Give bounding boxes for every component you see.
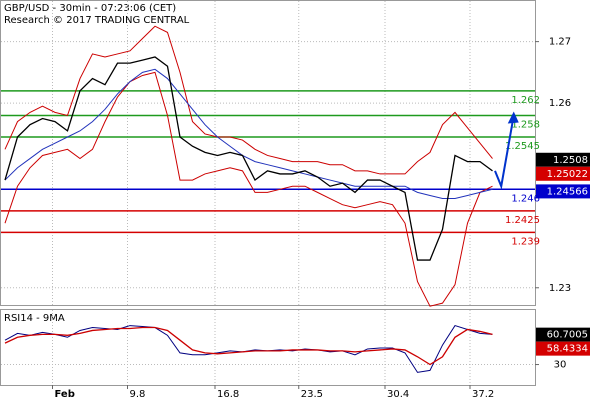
price-tag-label: 60.7005 [547,330,588,341]
chart-title: GBP/USD - 30min - 07:23:06 (CET) [4,3,176,14]
price-line [4,68,493,200]
price-tag-label: 1.25022 [547,169,588,180]
level-label: 1.262 [511,95,540,106]
main-frame [0,0,536,306]
price-line [4,71,493,307]
level-label: 1.258 [511,119,540,130]
x-tick-label: 37.2 [472,389,494,400]
rsi-line [4,326,493,366]
y-tick-label: 1.26 [549,98,571,109]
price-tag-label: 1.24566 [547,186,588,197]
level-label: 1.2545 [505,141,540,152]
chart-subtitle: Research © 2017 TRADING CENTRAL [4,15,190,26]
level-label: 1.239 [511,236,540,247]
level-label: 1.246 [511,193,540,204]
y-tick-label: 30 [554,360,567,371]
price-tag [536,341,590,356]
price-line [4,56,493,261]
price-tag [536,327,590,342]
x-tick-label: 30.4 [387,389,409,400]
rsi-frame [0,309,536,386]
price-tag [536,166,590,181]
x-tick-label: 9.8 [130,389,146,400]
forecast-line [494,115,515,190]
price-tag [536,184,590,199]
level-label: 1.2425 [505,215,540,226]
x-tick-label: Feb [55,389,75,400]
forecast-arrowhead [507,111,519,124]
y-tick-label: 1.23 [549,283,571,294]
price-tag [536,152,590,167]
y-tick-label: 1.27 [549,37,571,48]
price-line [4,25,493,175]
x-tick-label: 23.5 [301,389,323,400]
rsi-title: RSI14 - 9MA [4,313,65,324]
x-tick-label: 16.8 [217,389,239,400]
price-tag-label: 1.2508 [553,155,588,166]
price-tag-label: 58.4334 [547,344,588,355]
rsi-line [4,324,493,373]
